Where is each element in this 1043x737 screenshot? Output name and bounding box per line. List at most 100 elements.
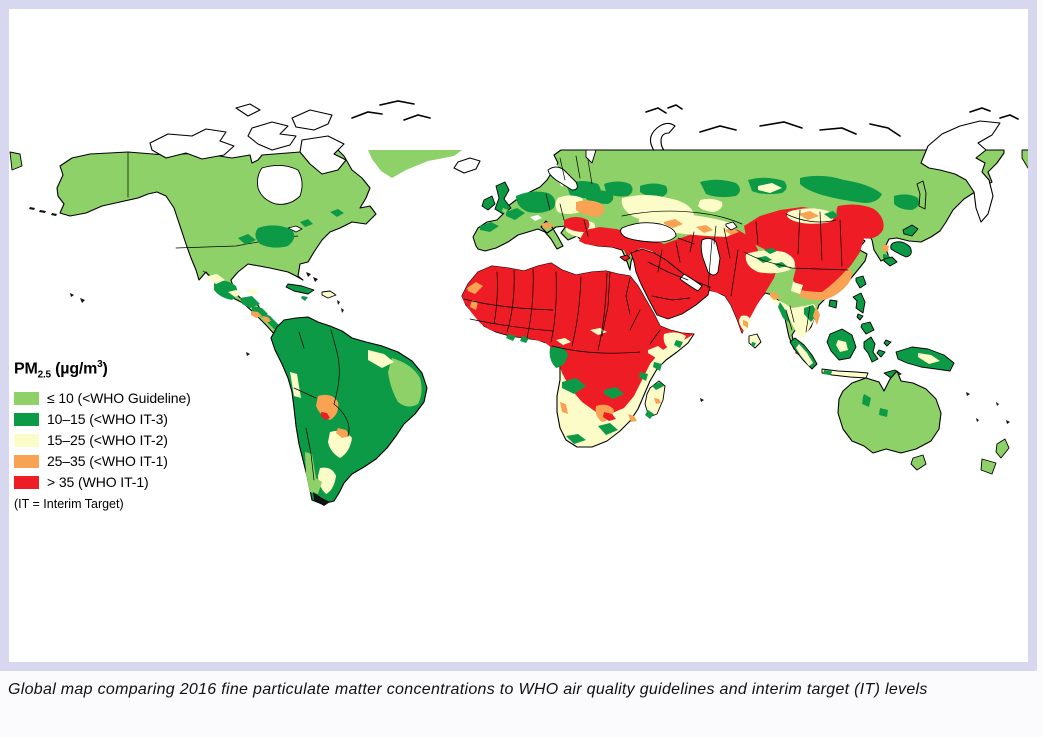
figure-caption: Global map comparing 2016 fine particula… bbox=[8, 681, 928, 698]
brazil-east-lightgreen bbox=[388, 358, 422, 407]
morocco-orange bbox=[467, 282, 483, 310]
new-guinea-yellow bbox=[918, 353, 940, 364]
sahel-yellow-specks bbox=[556, 328, 686, 358]
taiwan bbox=[855, 275, 867, 289]
tibet-green-dashes bbox=[756, 248, 787, 268]
mongolia-green-dot bbox=[824, 211, 839, 219]
legend-title: PM2.5 (µg/m3) bbox=[14, 359, 108, 381]
manchuria-red bbox=[836, 204, 884, 239]
sakhalin bbox=[916, 180, 927, 210]
southern-africa-red-dot bbox=[603, 412, 616, 421]
jamaica bbox=[301, 296, 308, 301]
white-sea bbox=[585, 149, 597, 164]
novaya-zemlya bbox=[649, 122, 676, 154]
australia-green-dots bbox=[862, 394, 888, 417]
central-europe-darkgreen bbox=[480, 190, 614, 232]
cuba bbox=[285, 283, 315, 295]
persian-gulf bbox=[679, 273, 703, 292]
ireland bbox=[481, 195, 496, 211]
us-southeast-patch bbox=[238, 209, 344, 248]
china-red bbox=[744, 207, 864, 295]
legend-swatch-it3 bbox=[14, 412, 39, 426]
legend-footnote: (IT = Interim Target) bbox=[14, 496, 124, 511]
hainan bbox=[828, 299, 838, 309]
legend-swatch-it2 bbox=[14, 433, 39, 447]
borneo-yellow-center bbox=[836, 340, 848, 352]
india-south-orange bbox=[743, 320, 748, 328]
south-china-orange-band bbox=[798, 268, 852, 301]
yunnan-yellow bbox=[791, 282, 803, 294]
cyprus bbox=[619, 254, 631, 262]
ukraine-balkans-orange bbox=[540, 200, 605, 243]
siberia-taiga-band bbox=[566, 175, 920, 210]
mongolia-orange bbox=[798, 211, 819, 220]
andes-tip-black bbox=[313, 492, 330, 506]
bolivia-orange bbox=[316, 394, 350, 438]
legend-swatch-guideline bbox=[14, 391, 39, 405]
england-lightgreen-dot bbox=[502, 208, 508, 214]
greenland-data-wedge bbox=[368, 150, 462, 178]
vietnam-bangladesh-orange bbox=[770, 292, 820, 325]
legend-swatch-it1 bbox=[14, 454, 39, 468]
sri-lanka bbox=[748, 333, 762, 349]
madagascar-orange-dot bbox=[654, 398, 661, 404]
hispaniola bbox=[321, 290, 337, 299]
mexico-yellow-patches bbox=[207, 274, 259, 297]
map-legend: PM2.5 (µg/m3) ≤ 10 (<WHO Guideline) 10–1… bbox=[14, 359, 191, 511]
central-america-orange bbox=[251, 311, 271, 323]
philippines bbox=[852, 292, 875, 335]
new-zealand bbox=[980, 438, 1010, 475]
baltic-sea bbox=[547, 166, 578, 191]
legend-row: 25–35 (<WHO IT-1) bbox=[14, 451, 191, 472]
sa-borders bbox=[293, 329, 350, 481]
southern-africa-orange bbox=[560, 402, 637, 422]
aral-sea bbox=[725, 221, 738, 231]
galapagos bbox=[246, 352, 250, 356]
legend-label: ≤ 10 (<WHO Guideline) bbox=[47, 390, 191, 407]
black-sea bbox=[620, 222, 677, 243]
legend-label: 25–35 (<WHO IT-1) bbox=[47, 453, 168, 470]
mexico-dark-patches bbox=[214, 280, 284, 333]
region-australia bbox=[837, 370, 942, 454]
chukotka-kamchatka bbox=[920, 120, 1001, 223]
legend-swatch-above-it1 bbox=[14, 475, 39, 489]
sri-lanka-green-dot bbox=[751, 342, 756, 347]
canadian-arctic-islands bbox=[149, 103, 347, 175]
legend-row: 15–25 (<WHO IT-2) bbox=[14, 430, 191, 451]
legend-label: 10–15 (<WHO IT-3) bbox=[47, 411, 168, 428]
japan bbox=[883, 224, 919, 267]
tibet-yellow bbox=[745, 250, 795, 274]
madagascar-green bbox=[645, 382, 664, 419]
korea-north-orange bbox=[882, 244, 889, 252]
asia-borders bbox=[545, 155, 849, 333]
legend-row: 10–15 (<WHO IT-3) bbox=[14, 409, 191, 430]
kazakhstan-yellow bbox=[638, 213, 735, 237]
sulawesi bbox=[863, 336, 879, 363]
central-asia-orange bbox=[664, 219, 739, 235]
africa-red-zone bbox=[462, 263, 694, 414]
region-south-america bbox=[270, 316, 428, 505]
iceland bbox=[453, 157, 481, 174]
legend-label: 15–25 (<WHO IT-2) bbox=[47, 432, 168, 449]
far-east-edge-strip bbox=[9, 149, 1028, 171]
legend-row: > 35 (WHO IT-1) bbox=[14, 472, 191, 493]
arctic-coast-fragments bbox=[351, 100, 1019, 137]
legend-row: ≤ 10 (<WHO Guideline) bbox=[14, 388, 191, 409]
africa-borders bbox=[463, 268, 661, 354]
hudson-bay bbox=[257, 165, 303, 205]
tasmania bbox=[910, 454, 927, 471]
sa-yellow-patches bbox=[290, 350, 394, 494]
region-north-america bbox=[56, 147, 377, 341]
legend-label: > 35 (WHO IT-1) bbox=[47, 474, 149, 491]
siberia-yellow-patches bbox=[646, 183, 782, 219]
south-russia-red bbox=[564, 217, 590, 232]
andes-red-spot bbox=[321, 412, 330, 420]
great-britain bbox=[494, 181, 512, 215]
world-map-svg bbox=[9, 100, 1028, 506]
arabian-peninsula bbox=[630, 248, 711, 320]
java-green-dot bbox=[823, 370, 832, 375]
map-figure-frame: PM2.5 (µg/m3) ≤ 10 (<WHO Guideline) 10–1… bbox=[0, 0, 1037, 671]
sumatra-yellow-stripe bbox=[796, 344, 813, 366]
world-map bbox=[9, 9, 1028, 662]
